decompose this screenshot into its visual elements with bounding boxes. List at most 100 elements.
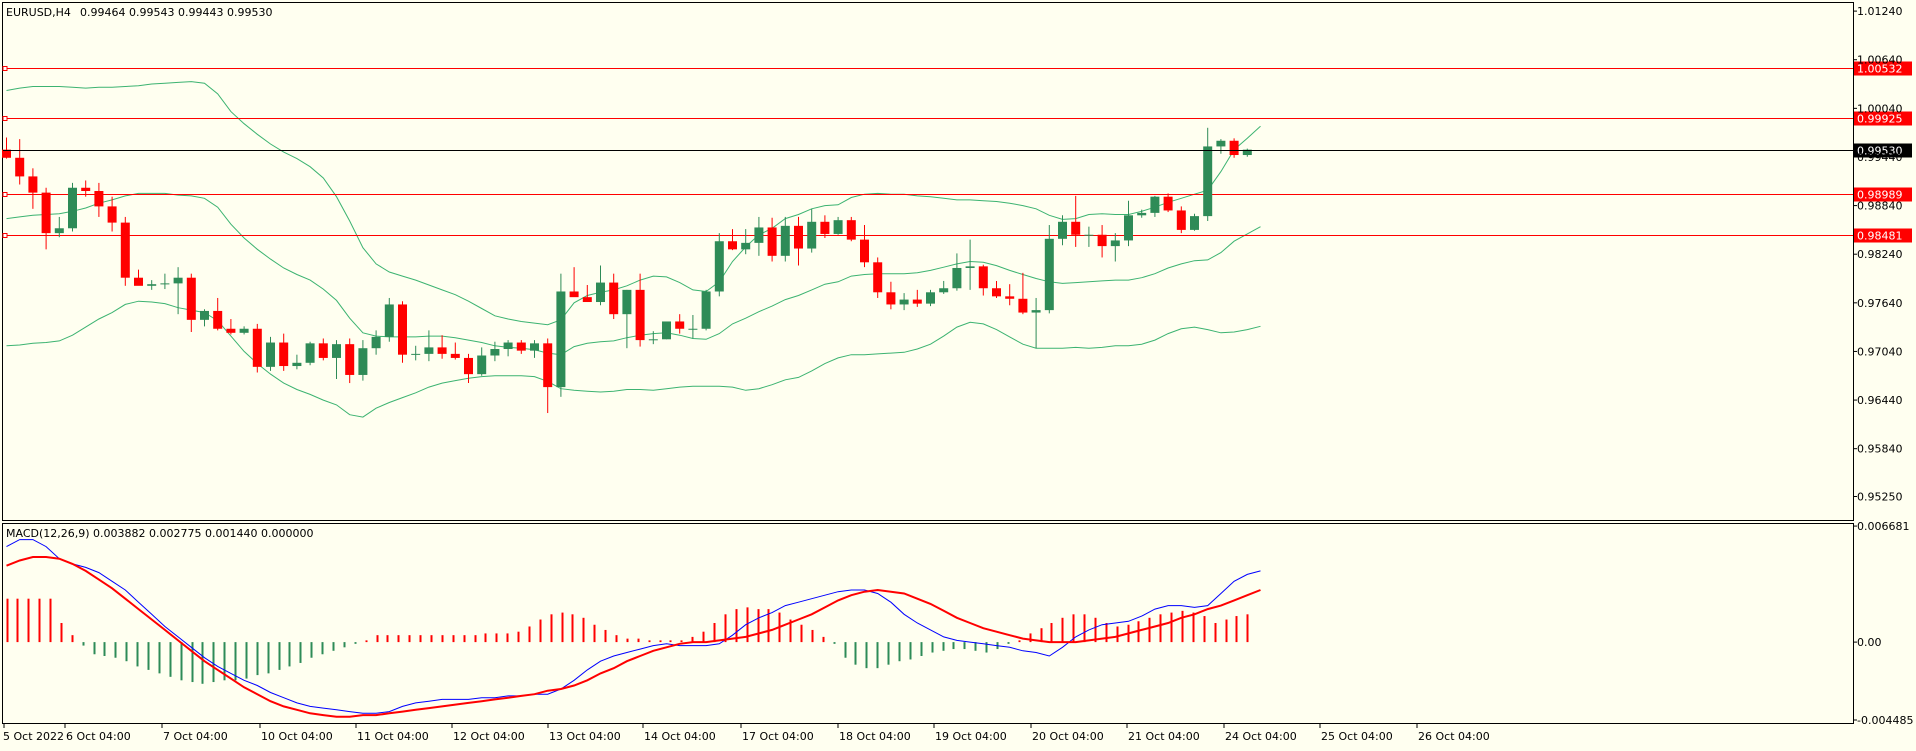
candle-body (939, 288, 949, 293)
candle-body (648, 339, 658, 341)
price-axis-label: 0.98840 (1857, 200, 1903, 213)
price-axis-label: 0.99440 (1857, 151, 1903, 164)
level-price-label-3: 0.98481 (1857, 230, 1903, 243)
candle-body (94, 191, 104, 207)
bollinger-upper-line (6, 81, 1261, 326)
candle-body (437, 347, 447, 354)
level-price-label-2: 0.98989 (1857, 189, 1903, 202)
candle-body (200, 310, 209, 320)
candle-body (609, 282, 619, 315)
candle-body (714, 241, 724, 292)
level-price-tag-0 (1854, 61, 1912, 76)
time-axis-label: 13 Oct 04:00 (549, 730, 621, 743)
candle-body (596, 282, 605, 303)
time-axis-label: 24 Oct 04:00 (1225, 730, 1297, 743)
candle-body (450, 353, 460, 358)
candle-body (252, 328, 262, 367)
candle-body (1176, 210, 1186, 230)
candle-body (965, 266, 975, 268)
time-axis-label: 18 Oct 04:00 (839, 730, 911, 743)
candle-body (1137, 212, 1147, 216)
candle-body (1150, 196, 1160, 213)
price-layer (2, 66, 1853, 418)
candle-body (239, 328, 249, 333)
candle-body (688, 328, 698, 330)
candle-body (833, 220, 843, 234)
candle-body (530, 343, 539, 351)
candle-body (899, 299, 909, 305)
price-axis-label: 1.00640 (1857, 54, 1903, 67)
candle-body (107, 206, 117, 223)
candle-body (41, 192, 51, 234)
candle-body (635, 289, 645, 341)
candle-body (1005, 296, 1015, 299)
candle-body (728, 241, 737, 250)
candle-body (358, 348, 368, 375)
candle-body (754, 227, 764, 243)
price-axis-label: 0.97640 (1857, 297, 1903, 310)
candle-body (1031, 310, 1041, 313)
candle-body (952, 267, 962, 289)
candle-body (622, 289, 632, 315)
level-price-label-1: 0.99925 (1857, 113, 1903, 126)
candle-body (305, 343, 315, 363)
candle-body (1229, 140, 1239, 156)
time-axis-label: 7 Oct 04:00 (163, 730, 228, 743)
time-axis-label: 21 Oct 04:00 (1128, 730, 1200, 743)
candle-body (846, 220, 856, 240)
candle-body (81, 187, 91, 191)
candle-body (860, 239, 869, 263)
ohlc-values: 0.99464 0.99543 0.99443 0.99530 (80, 6, 272, 19)
candle-body (1110, 240, 1120, 247)
candle-body (820, 221, 830, 234)
price-axis-label: 0.96440 (1857, 394, 1903, 407)
candle-body (569, 291, 579, 298)
time-axis-label: 19 Oct 04:00 (935, 730, 1007, 743)
candle-body (741, 242, 751, 250)
candle-body (332, 344, 341, 358)
current-price-label: 0.99530 (1857, 145, 1903, 158)
candle-body (582, 297, 592, 303)
time-axis-label: 5 Oct 2022 (3, 730, 64, 743)
price-axis-label: 0.95250 (1857, 491, 1903, 504)
candle-body (477, 355, 487, 375)
time-axis-label: 17 Oct 04:00 (742, 730, 814, 743)
time-axis-label: 12 Oct 04:00 (453, 730, 525, 743)
candle-body (767, 227, 777, 256)
symbol-label: EURUSD,H4 (6, 6, 71, 19)
candle-body (1044, 238, 1054, 311)
candle-body (292, 362, 302, 367)
candle-body (1216, 140, 1226, 147)
level-price-tag-3 (1854, 228, 1912, 243)
macd-signal-line (6, 556, 1261, 718)
candle-body (1203, 146, 1213, 217)
candle-body (213, 310, 223, 329)
candle-body (411, 353, 421, 355)
time-axis-label: 20 Oct 04:00 (1032, 730, 1104, 743)
candle-body (134, 277, 143, 286)
macd-panel-frame (2, 523, 1854, 724)
price-axis-label: 1.01240 (1857, 5, 1903, 18)
time-axis-label: 26 Oct 04:00 (1418, 730, 1490, 743)
candle-body (266, 342, 275, 367)
candle-body (68, 187, 77, 229)
current-price-tag (1854, 143, 1912, 158)
level-handle-2 (2, 192, 8, 197)
candle-body (384, 304, 394, 337)
candle-body (28, 176, 38, 193)
candle-body (345, 344, 355, 375)
macd-layer (6, 539, 1261, 718)
candle-body (701, 291, 711, 329)
candle-body (173, 277, 183, 284)
candle-body (120, 222, 130, 278)
candle-body (2, 149, 11, 158)
price-axis-label: 0.97040 (1857, 345, 1903, 358)
time-axis-label: 25 Oct 04:00 (1321, 730, 1393, 743)
price-axis-label: 0.98240 (1857, 248, 1903, 261)
candle-body (424, 347, 434, 354)
time-axis-label: 14 Oct 04:00 (644, 730, 716, 743)
candle-body (371, 336, 381, 349)
candle-body (15, 157, 25, 177)
price-panel-frame (2, 2, 1854, 521)
time-axis-label: 10 Oct 04:00 (261, 730, 333, 743)
